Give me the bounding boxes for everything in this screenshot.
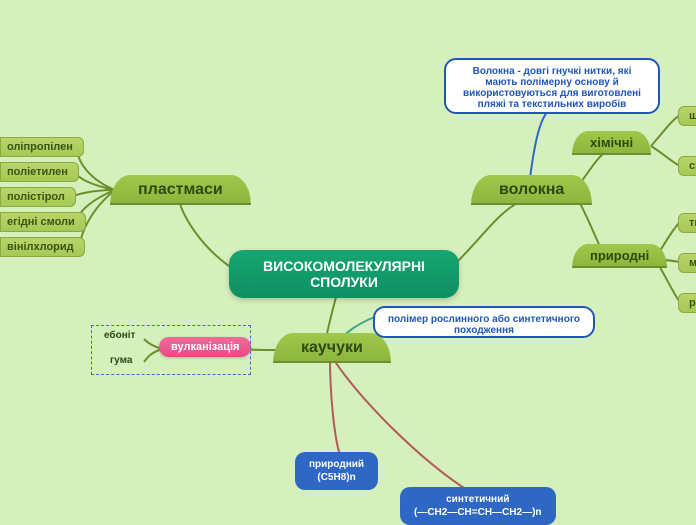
blue-leaf[interactable]: природний(С5Н8)n [295,452,378,490]
leaf-node[interactable]: син [678,156,696,176]
branch-plastics[interactable]: пластмаси [110,175,251,205]
blue-leaf[interactable]: синтетичний(—CH2—CH=CH—CH2—)n [400,487,556,525]
leaf-node[interactable]: мі [678,253,696,273]
branch-fibers-label: волокна [499,181,564,199]
root-node[interactable]: ВИСОКОМОЛЕКУЛЯРНІ СПОЛУКИ [229,250,459,298]
small-label: ебоніт [104,330,135,341]
leaf-node[interactable]: поліетилен [0,162,79,182]
leaf-node[interactable]: тв [678,213,696,233]
branch-plastics-label: пластмаси [138,181,223,199]
leaf-node[interactable]: егідні смоли [0,212,86,232]
sub-branch[interactable]: хімічні [572,131,651,155]
leaf-node[interactable]: ро [678,293,696,313]
branch-fibers[interactable]: волокна [471,175,592,205]
leaf-node[interactable]: оліпропілен [0,137,84,157]
sub-branch[interactable]: природні [572,244,667,268]
info-box: полімер рослинного або синтетичного похо… [373,306,595,338]
leaf-node[interactable]: полістірол [0,187,76,207]
root-label: ВИСОКОМОЛЕКУЛЯРНІ СПОЛУКИ [247,258,441,290]
info-box: Волокна - довгі гнучкі нитки, які мають … [444,58,660,114]
leaf-node[interactable]: вінілхлорид [0,237,85,257]
branch-rubber[interactable]: каучуки [273,333,391,363]
small-label: гума [110,355,132,366]
branch-rubber-label: каучуки [301,339,363,357]
leaf-node[interactable]: шт [678,106,696,126]
